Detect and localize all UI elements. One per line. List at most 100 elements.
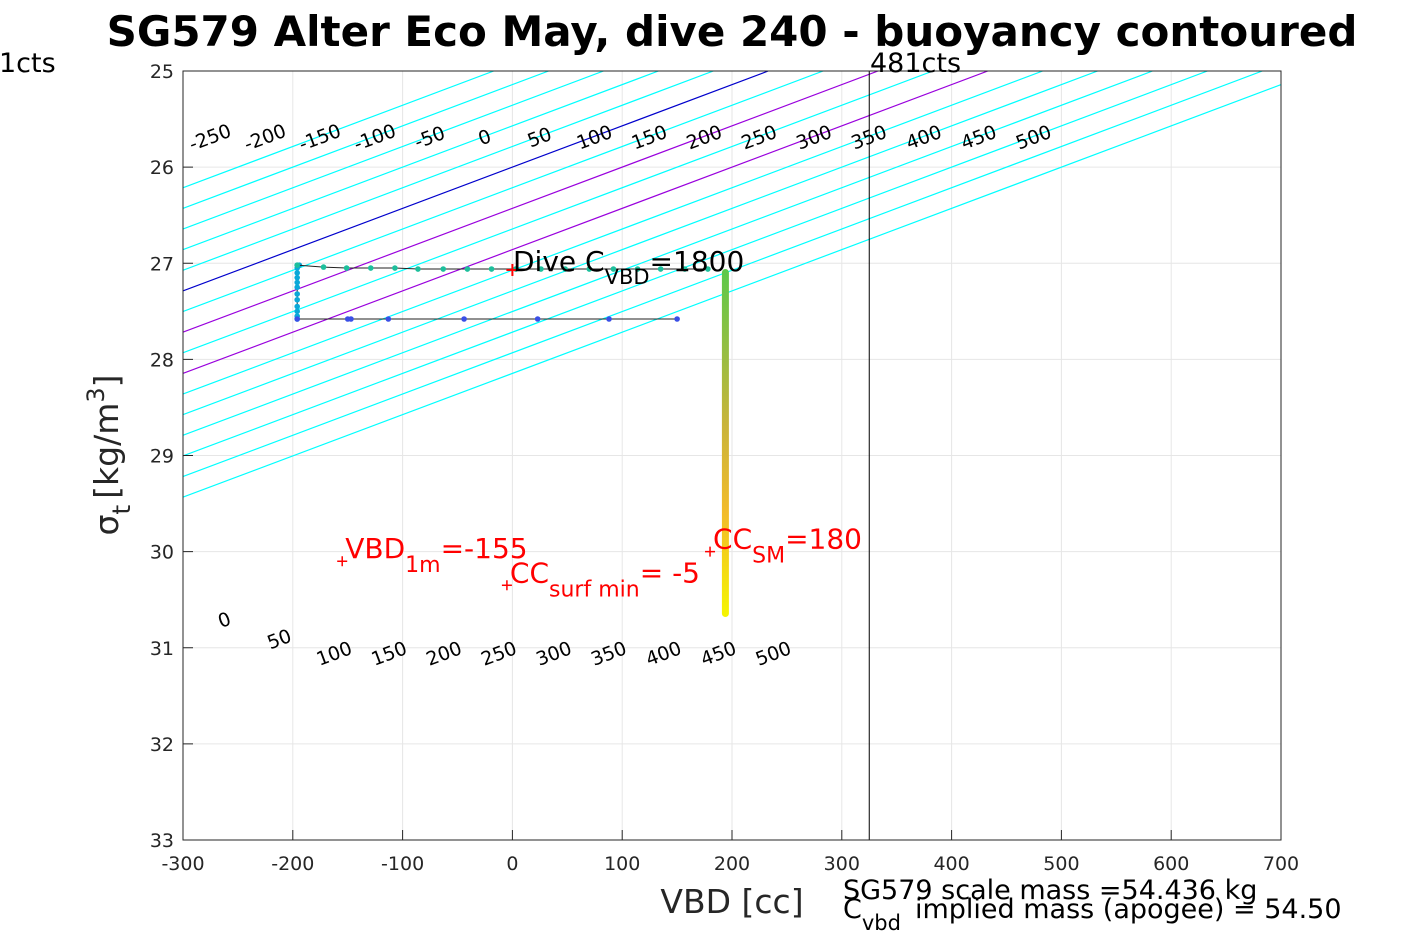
contour-line (183, 71, 1153, 436)
trace-point (534, 316, 541, 322)
dive-cvbd-suffix: =1800 (650, 245, 745, 278)
x-tick-label: 0 (506, 853, 518, 875)
trace-point (586, 266, 593, 272)
x-tick-label: 600 (1153, 853, 1189, 875)
implied-mass-prefix: C (843, 894, 862, 925)
y-tick-label: 32 (150, 734, 174, 756)
annotation-label: CCsurf min= -5 (510, 556, 700, 602)
trace-point (606, 316, 612, 322)
contour-line (183, 71, 879, 333)
contour-lines (183, 71, 1281, 498)
y-label-sub: t (107, 505, 136, 515)
dive-cvbd-prefix: Dive C (513, 245, 605, 278)
trace-point (294, 279, 300, 286)
annotation-value: =180 (785, 523, 862, 556)
y-tick-label: 31 (150, 638, 174, 660)
implied-mass-text: implied mass (apogee) = 54.50 (915, 894, 1342, 925)
left-cts-label: 1cts (0, 48, 56, 79)
contour-line (183, 71, 769, 292)
x-tick-label: -200 (271, 853, 314, 875)
y-label-symbol: σ (87, 515, 126, 536)
trace-point (294, 291, 300, 297)
trace-point (681, 266, 688, 272)
contour-line (183, 71, 659, 251)
vertical-trace (721, 269, 729, 617)
trace-point (392, 265, 398, 271)
trace-point (674, 316, 680, 322)
trace-point (657, 266, 664, 272)
dive-traces (294, 262, 729, 617)
annotation-text: VBD (345, 532, 405, 565)
dive-cvbd-label: Dive CVBD=1800 (513, 245, 744, 289)
trace-point (348, 316, 354, 322)
scale-mass-label: SG579 scale mass =54.436 kg (843, 875, 1257, 906)
trace-point (415, 266, 421, 272)
dive-cvbd-sub: VBD (605, 265, 650, 289)
y-label-close: ] (87, 374, 126, 387)
x-tick-label: 200 (714, 853, 750, 875)
annotation-text: CC (510, 556, 549, 589)
contour-line (183, 71, 934, 354)
trace-point (367, 265, 374, 271)
annotation-label: CCSM=180 (713, 523, 862, 569)
x-tick-label: 100 (604, 853, 640, 875)
annotation-sub: SM (752, 544, 785, 569)
x-axis-label: VBD [cc] (660, 882, 803, 921)
contour-line (183, 71, 1263, 478)
trace-point (294, 270, 300, 276)
trace-point (294, 262, 300, 268)
trace-point (464, 266, 471, 272)
contour-line (183, 71, 604, 230)
implied-mass-sub: vbd (862, 911, 901, 935)
contour-line (183, 83, 1281, 498)
trace-point (343, 265, 350, 271)
trace-line (297, 264, 708, 270)
y-label-sup: 3 (82, 387, 110, 402)
trace-point (634, 266, 641, 272)
trace-point (440, 266, 447, 272)
annotation-label: VBD1m=-155 (345, 532, 527, 578)
trace-point (294, 303, 300, 310)
annotation-text: CC (713, 523, 752, 556)
trace-point (294, 316, 300, 322)
x-tick-label: 700 (1263, 853, 1299, 875)
trace-point (294, 284, 300, 291)
x-tick-label: 400 (933, 853, 969, 875)
trace-point (488, 266, 495, 272)
annotation-sub: surf min (549, 577, 640, 602)
trace-point (294, 308, 300, 315)
contour-line (183, 71, 989, 375)
y-tick-label: 30 (150, 542, 174, 564)
contour-line (183, 71, 1043, 395)
y-tick-label: 27 (150, 253, 174, 275)
x-tick-label: -100 (381, 853, 424, 875)
trace-point (538, 266, 544, 272)
implied-mass-label: Cvbd implied mass (apogee) = 54.50 (843, 894, 1342, 935)
trace-point (562, 266, 568, 272)
y-tick-label: 25 (150, 61, 174, 83)
x-tick-label: 500 (1043, 853, 1079, 875)
y-tick-label: 33 (150, 830, 174, 852)
contour-line (183, 71, 1098, 416)
annotation-value: = -5 (640, 556, 700, 589)
y-axis-label: σt [kg/m3] (82, 374, 136, 535)
trace-point (610, 266, 617, 272)
annotation-value: =-155 (441, 532, 528, 565)
y-tick-label: 26 (150, 157, 174, 179)
contour-line (183, 71, 824, 313)
trace-point (294, 296, 300, 303)
trace-point (705, 266, 711, 272)
trace-point (320, 264, 327, 270)
axis-ticks: -300 -200 -100 0 100 200 300 400 500 600 700 25 26 27… (150, 61, 1299, 875)
trace-point (385, 316, 392, 322)
y-tick-label: 29 (150, 446, 174, 468)
y-label-units: [kg/m (87, 403, 126, 499)
right-cts-label: 481cts (870, 48, 961, 79)
contour-line (183, 71, 714, 271)
contour-line (183, 71, 549, 210)
chart-title: SG579 Alter Eco May, dive 240 - buoyancy… (107, 7, 1358, 56)
x-tick-label: -300 (161, 853, 204, 875)
annotation-sub: 1m (405, 553, 440, 578)
